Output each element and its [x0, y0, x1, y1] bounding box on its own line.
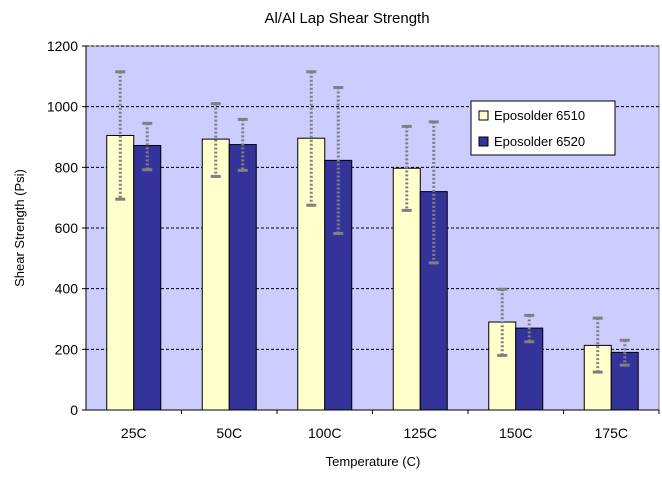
legend-box: [470, 100, 616, 156]
x-tick-label-100c: 100C: [308, 425, 341, 441]
y-tick-label: 600: [55, 220, 79, 236]
x-tick-label-125c: 125C: [404, 425, 437, 441]
legend: Eposolder 6510 Eposolder 6520: [470, 100, 616, 156]
bar-eposolder-6510-150c: [488, 321, 517, 411]
bar-eposolder-6510-125c: [392, 167, 421, 411]
y-tick-label: 400: [55, 281, 79, 297]
y-tick-label: 0: [70, 402, 78, 418]
y-tick-label: 200: [55, 341, 79, 357]
x-axis-label: Temperature (C): [326, 454, 421, 469]
legend-label-eposolder-6520: Eposolder 6520: [494, 134, 585, 149]
bar-eposolder-6520-100c: [324, 159, 353, 411]
y-tick-label: 1000: [47, 99, 78, 115]
x-tick-label-150c: 150C: [499, 425, 532, 441]
bar-eposolder-6520-50c: [228, 144, 257, 411]
plot-area: 0 200 400 600 800 1000 1200 25C 50C 100C 125C 150C 1…: [47, 38, 660, 441]
x-tick-label-175c: 175C: [595, 425, 628, 441]
legend-swatch-eposolder-6520: [478, 136, 489, 147]
legend-swatch-eposolder-6510: [478, 110, 489, 121]
bar-eposolder-6510-100c: [297, 137, 326, 411]
x-tick-label-25c: 25C: [121, 425, 147, 441]
bar-eposolder-6510-175c: [583, 344, 612, 411]
chart-title: Al/Al Lap Shear Strength: [264, 10, 429, 27]
bar-eposolder-6520-25c: [133, 144, 162, 411]
y-axis-label: Shear Strength (Psi): [12, 169, 27, 287]
x-tick-label-50c: 50C: [216, 425, 242, 441]
y-tick-label: 1200: [47, 38, 78, 54]
bar-eposolder-6520-125c: [419, 191, 448, 411]
bar-eposolder-6510-50c: [201, 138, 230, 411]
y-tick-label: 800: [55, 159, 79, 175]
legend-label-eposolder-6510: Eposolder 6510: [494, 108, 585, 123]
